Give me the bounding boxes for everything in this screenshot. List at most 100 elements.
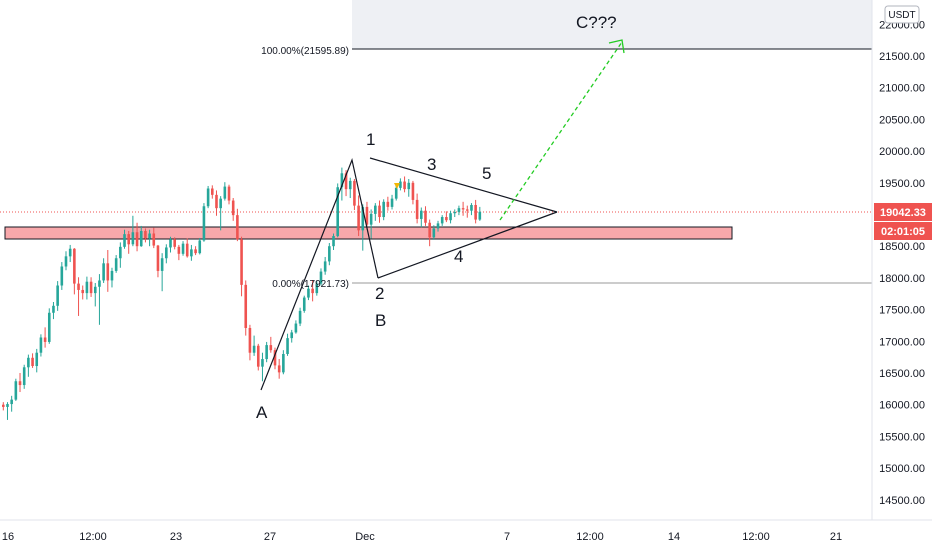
candle-body: [14, 381, 18, 400]
candle: [219, 196, 222, 231]
time-tick-label: Dec: [355, 531, 375, 543]
last-price-label: 19042.33: [880, 207, 926, 219]
candle: [43, 327, 47, 348]
candle: [269, 336, 273, 353]
candle: [474, 199, 477, 224]
candle-body: [240, 239, 243, 285]
candles-layer: [2, 167, 482, 420]
candle: [428, 219, 431, 247]
candle-body: [332, 236, 335, 247]
candle-body: [336, 187, 339, 237]
candle-body: [39, 337, 43, 353]
candle-body: [190, 249, 193, 257]
candle: [403, 176, 406, 193]
candle-body: [27, 357, 30, 368]
candle-body: [177, 246, 181, 254]
wave-lines: [260, 157, 558, 391]
candle: [202, 203, 206, 242]
candle: [302, 295, 306, 313]
candle: [68, 244, 72, 263]
time-tick-label: 21: [830, 531, 842, 543]
candle: [156, 244, 160, 278]
candle: [323, 256, 327, 275]
wave-label-5: 5: [482, 164, 491, 183]
candle: [432, 225, 436, 240]
candle-body: [227, 186, 231, 201]
time-tick-label: 23: [170, 531, 182, 543]
candle-body: [277, 365, 281, 373]
candle-body: [231, 200, 235, 216]
candle-body: [453, 211, 457, 214]
candle-body: [215, 194, 218, 209]
candle: [357, 195, 360, 237]
candle-body: [64, 256, 68, 267]
candle: [461, 201, 465, 216]
candle: [407, 178, 411, 197]
candle-body: [390, 198, 394, 207]
last-price-badge: [874, 203, 932, 221]
candle-body: [135, 232, 139, 247]
candle-body: [47, 312, 51, 342]
candle: [114, 255, 118, 273]
wave-label-b: B: [375, 311, 386, 330]
candle-body: [420, 210, 423, 219]
candle: [319, 268, 323, 286]
wave-label-3: 3: [427, 155, 436, 174]
candle: [236, 208, 239, 242]
candle-body: [206, 188, 210, 207]
candle: [110, 267, 114, 288]
price-tick-label: 16000.00: [879, 400, 925, 412]
candle: [165, 244, 168, 264]
candle: [415, 193, 419, 224]
candle: [478, 206, 482, 221]
candle: [22, 364, 26, 389]
currency-badge[interactable]: [884, 5, 920, 24]
candle-body: [411, 182, 415, 200]
price-axis-background[interactable]: [872, 0, 932, 520]
candle: [394, 185, 398, 201]
candle: [131, 215, 135, 247]
candle: [457, 205, 461, 216]
candle-body: [449, 213, 452, 221]
price-tick-label: 15500.00: [879, 431, 925, 443]
price-tick-label: 19500.00: [879, 178, 925, 190]
candle-body: [73, 248, 76, 284]
candle-body: [202, 206, 206, 241]
candle: [31, 353, 34, 368]
candle: [369, 209, 373, 239]
candle: [98, 274, 101, 325]
time-tick-label: 27: [264, 531, 276, 543]
target-range-shading: [352, 0, 872, 49]
candle-body: [465, 209, 469, 211]
candle-body: [353, 180, 356, 206]
candle: [436, 220, 440, 232]
wave-label-2: 2: [375, 284, 384, 303]
candle-body: [302, 297, 306, 311]
candle: [135, 222, 139, 252]
candle-body: [77, 283, 80, 290]
candle: [265, 341, 268, 363]
candle-body: [106, 263, 110, 281]
candle: [282, 350, 285, 375]
time-axis-background[interactable]: [0, 520, 932, 550]
candle: [215, 190, 218, 216]
candle: [152, 227, 156, 249]
candle: [261, 352, 264, 382]
candle: [286, 333, 289, 356]
candle-body: [60, 266, 64, 286]
candle: [185, 238, 189, 258]
candle-body: [35, 352, 39, 367]
candle-body: [56, 285, 59, 306]
candle-body: [160, 258, 164, 271]
candle-body: [98, 280, 101, 287]
candle-body: [43, 337, 47, 342]
time-tick-label: 12:00: [742, 531, 770, 543]
time-tick-label: 7: [504, 531, 510, 543]
candle-body: [394, 187, 398, 199]
candle: [64, 251, 68, 271]
candle-body: [374, 205, 377, 214]
candle-body: [22, 367, 26, 386]
candle: [211, 185, 214, 199]
candle: [449, 210, 452, 224]
